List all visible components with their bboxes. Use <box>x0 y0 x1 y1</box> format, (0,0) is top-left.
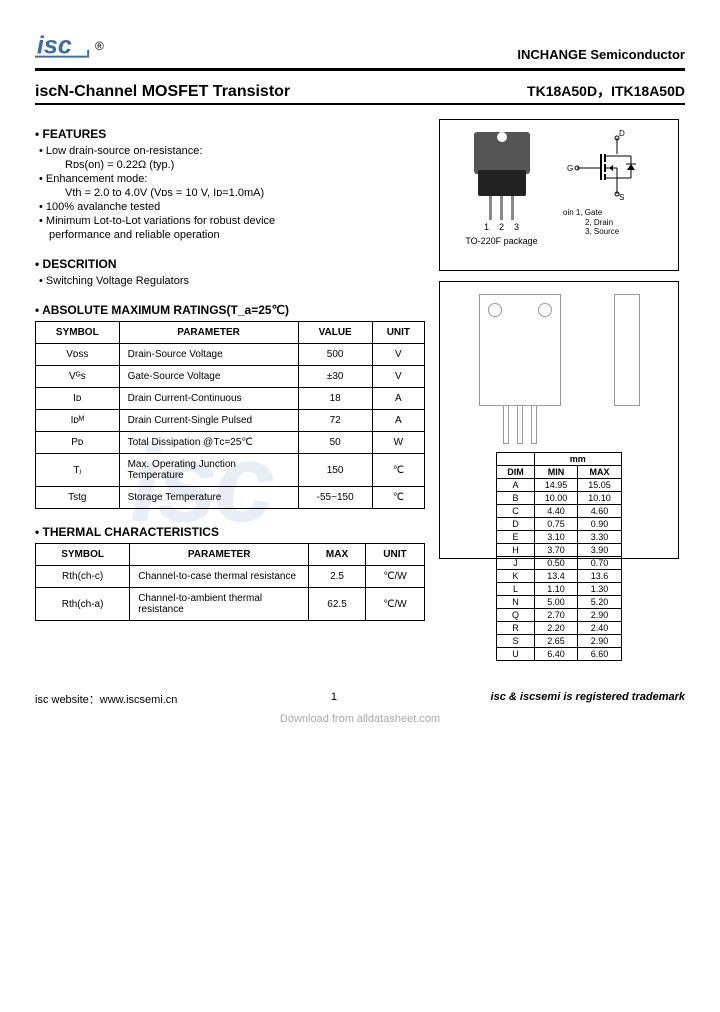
table-row: VᴅssDrain-Source Voltage500V <box>36 344 425 366</box>
table-row: Rth(ch-a)Channel-to-ambient thermal resi… <box>36 588 425 621</box>
table-row: Rth(ch-c)Channel-to-case thermal resista… <box>36 566 425 588</box>
table-row: VᴳsGate-Source Voltage±30V <box>36 366 425 388</box>
outline-diagram: mm DIMMINMAX A14.9515.05 B10.0010.10 C4.… <box>439 281 679 559</box>
footer-website: isc website：www.iscsemi.cn <box>35 691 177 707</box>
dimensions-table: mm DIMMINMAX A14.9515.05 B10.0010.10 C4.… <box>496 452 622 661</box>
absmax-table: SYMBOLPARAMETERVALUEUNIT VᴅssDrain-Sourc… <box>35 321 425 509</box>
footer-trademark: isc & iscsemi is registered trademark <box>491 691 685 707</box>
feature-line: • Enhancement mode: <box>39 173 425 185</box>
feature-line: • 100% avalanche tested <box>39 201 425 213</box>
pin-desc: oin 1, Gate <box>563 208 670 218</box>
table-row: IᴅDrain Current-Continuous18A <box>36 388 425 410</box>
feature-line: Rᴅs(on) = 0.22Ω (typ.) <box>65 159 425 171</box>
table-row: IᴅᴹDrain Current-Single Pulsed72A <box>36 410 425 432</box>
download-text: Download from alldatasheet.com <box>35 713 685 725</box>
col-header: PARAMETER <box>130 544 309 566</box>
feature-line: Vth = 2.0 to 4.0V (Vᴅs = 10 V, Iᴅ=1.0mA) <box>65 187 425 199</box>
svg-text:D: D <box>619 129 625 138</box>
thermal-heading: • THERMAL CHARACTERISTICS <box>35 525 425 539</box>
part-numbers: TK18A50D，ITK18A50D <box>527 81 685 101</box>
col-header: VALUE <box>298 322 372 344</box>
table-row: PᴅTotal Dissipation @Tᴄ=25℃50W <box>36 432 425 454</box>
header: isc ® INCHANGE Semiconductor <box>35 30 685 71</box>
feature-line: performance and reliable operation <box>49 229 425 241</box>
col-header: PARAMETER <box>119 322 298 344</box>
svg-text:G: G <box>567 164 573 173</box>
feature-line: • Low drain-source on-resistance: <box>39 145 425 157</box>
col-header: UNIT <box>372 322 424 344</box>
pin-desc: 3, Source <box>585 227 670 237</box>
logo-icon: isc <box>35 30 93 62</box>
product-title: iscN-Channel MOSFET Transistor <box>35 83 290 101</box>
description-heading: • DESCRITION <box>35 257 425 271</box>
col-header: UNIT <box>365 544 424 566</box>
col-header: SYMBOL <box>36 544 130 566</box>
title-bar: iscN-Channel MOSFET Transistor TK18A50D，… <box>35 81 685 105</box>
col-header: SYMBOL <box>36 322 120 344</box>
package-diagram: 123 TO-220F package D S G oin 1, Gate 2,… <box>439 119 679 271</box>
col-header: MAX <box>309 544 366 566</box>
description-line: • Switching Voltage Regulators <box>39 275 425 287</box>
features-heading: • FEATURES <box>35 127 425 141</box>
schematic-icon: D S G <box>563 128 663 206</box>
svg-text:S: S <box>619 193 624 202</box>
package-label: TO-220F package <box>448 236 555 246</box>
footer-page: 1 <box>331 691 337 707</box>
svg-text:isc: isc <box>37 32 72 60</box>
footer: isc website：www.iscsemi.cn 1 isc & iscse… <box>35 691 685 707</box>
thermal-table: SYMBOLPARAMETERMAXUNIT Rth(ch-c)Channel-… <box>35 543 425 621</box>
absmax-heading: • ABSOLUTE MAXIMUM RATINGS(T_a=25℃) <box>35 303 425 317</box>
feature-line: • Minimum Lot-to-Lot variations for robu… <box>39 215 425 227</box>
table-row: TstgStorage Temperature-55~150℃ <box>36 487 425 509</box>
table-row: TⱼMax. Operating Junction Temperature150… <box>36 454 425 487</box>
pin-desc: 2, Drain <box>585 218 670 228</box>
company-name: INCHANGE Semiconductor <box>517 47 685 62</box>
registered-mark: ® <box>95 39 104 53</box>
